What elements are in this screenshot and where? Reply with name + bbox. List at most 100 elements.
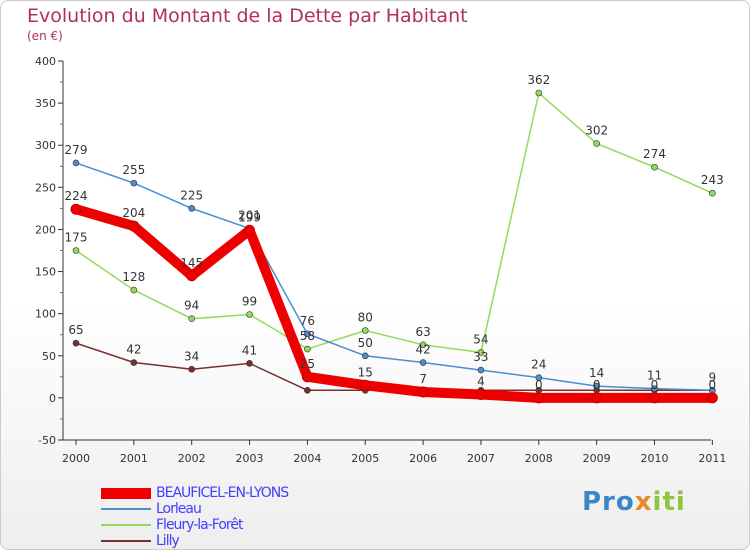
- legend-swatch-beauficel: [101, 487, 151, 499]
- logo-part-1: Pro: [582, 487, 635, 517]
- data-label: 58: [300, 329, 315, 343]
- data-point: [419, 359, 427, 366]
- data-point: [417, 386, 429, 398]
- y-tick-label: 200: [35, 223, 56, 236]
- data-point: [533, 392, 545, 404]
- data-label: 243: [701, 173, 724, 187]
- legend-item-beauficel: BEAUFICEL-EN-LYONS: [101, 485, 289, 501]
- data-label: 54: [473, 332, 488, 346]
- data-point: [304, 387, 311, 394]
- x-tick-label: 2001: [120, 452, 148, 465]
- data-label: 34: [184, 349, 199, 363]
- logo-part-3: iti: [652, 487, 686, 517]
- data-label: 33: [473, 350, 488, 364]
- data-label: 201: [238, 209, 261, 223]
- data-label: 204: [122, 206, 145, 220]
- data-point: [186, 270, 198, 282]
- data-label: 24: [531, 358, 546, 372]
- data-label: 50: [358, 336, 373, 350]
- data-point: [649, 392, 660, 404]
- data-label: 25: [300, 357, 315, 371]
- legend-item-lilly: Lilly: [101, 533, 288, 549]
- data-label: 65: [68, 323, 83, 337]
- data-label: 94: [184, 299, 199, 313]
- y-tick-label: 150: [35, 266, 56, 279]
- data-point: [72, 159, 80, 167]
- data-point: [706, 392, 718, 404]
- data-label: 0: [651, 378, 659, 392]
- data-point: [651, 385, 658, 392]
- data-point: [591, 392, 603, 404]
- chart-subtitle: (en €): [27, 29, 63, 43]
- legend-label-beauficel: BEAUFICEL-EN-LYONS: [156, 485, 289, 501]
- legend-swatch-lilly: [101, 540, 151, 542]
- y-tick-label: 300: [35, 139, 56, 152]
- series-line: [71, 204, 718, 403]
- data-point: [477, 366, 485, 374]
- x-tick-label: 2011: [698, 452, 726, 465]
- data-point: [475, 389, 487, 401]
- x-tick-label: 2004: [293, 452, 321, 465]
- data-point: [70, 203, 82, 215]
- data-label: 15: [358, 365, 373, 379]
- y-tick-label: 0: [49, 392, 56, 405]
- data-point: [72, 247, 80, 254]
- data-label: 76: [300, 314, 315, 328]
- data-point: [593, 140, 600, 147]
- x-tick-label: 2002: [178, 452, 206, 465]
- data-label: 279: [65, 143, 88, 157]
- x-tick-label: 2008: [525, 452, 553, 465]
- data-point: [359, 379, 371, 391]
- data-point: [188, 315, 195, 323]
- x-tick-label: 2005: [351, 452, 379, 465]
- logo-part-2: x: [634, 487, 653, 517]
- data-label: 225: [180, 188, 203, 202]
- data-label: 99: [242, 295, 257, 309]
- legend-item-lorleau: Lorleau: [101, 501, 288, 517]
- data-label: 0: [709, 378, 717, 392]
- proxiti-logo: Proxiti: [582, 487, 686, 517]
- legend-label-fleury: Fleury-la-Forêt: [156, 517, 243, 533]
- data-point: [419, 341, 427, 349]
- data-label: 11: [647, 369, 662, 383]
- x-tick-label: 2000: [62, 452, 90, 465]
- data-point: [130, 179, 138, 187]
- series-line: [75, 92, 714, 354]
- data-point: [361, 327, 369, 334]
- data-point: [477, 349, 485, 356]
- data-point: [188, 205, 195, 212]
- data-point: [709, 189, 716, 197]
- data-label: 42: [415, 343, 430, 357]
- legend-swatch-lorleau: [101, 508, 151, 510]
- data-label: 80: [358, 311, 373, 325]
- data-label: 224: [65, 189, 88, 203]
- legend-item-fleury: Fleury-la-Forêt: [101, 517, 288, 533]
- y-tick-label: 350: [35, 97, 56, 110]
- data-label: 14: [589, 366, 604, 380]
- data-point: [72, 339, 80, 347]
- data-label: 9: [709, 370, 717, 384]
- series-line: [75, 342, 714, 392]
- chart-title: Evolution du Montant de la Dette par Hab…: [27, 5, 468, 27]
- data-label: 4: [477, 375, 485, 389]
- data-point: [535, 89, 543, 97]
- data-label: 0: [535, 378, 543, 392]
- data-label: 42: [126, 343, 141, 357]
- data-point: [301, 371, 313, 383]
- data-label: 362: [527, 73, 550, 87]
- y-tick-label: 100: [35, 308, 56, 321]
- data-point: [593, 382, 600, 390]
- data-label: 302: [585, 124, 608, 138]
- data-label: 274: [643, 147, 666, 161]
- x-tick-label: 2009: [583, 452, 611, 465]
- data-label: 128: [122, 270, 145, 284]
- data-point: [244, 224, 256, 236]
- data-label: 199: [238, 210, 261, 224]
- legend-label-lorleau: Lorleau: [156, 501, 202, 517]
- legend-label-lilly: Lilly: [156, 533, 180, 549]
- data-label: 175: [65, 231, 88, 245]
- data-point: [651, 163, 658, 171]
- y-tick-label: 50: [42, 350, 56, 363]
- data-label: 255: [122, 163, 145, 177]
